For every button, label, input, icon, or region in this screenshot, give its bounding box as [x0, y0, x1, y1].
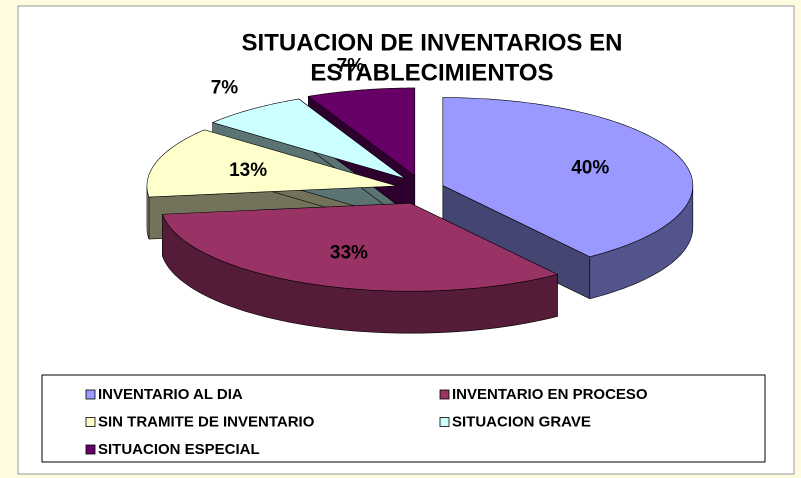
legend-swatch	[439, 417, 450, 427]
chart-title: ESTABLECIMIENTOS	[310, 59, 553, 86]
slice	[162, 202, 559, 292]
slice	[307, 87, 416, 177]
data-label: 40%	[571, 158, 609, 179]
legend-box	[41, 374, 766, 463]
slice	[146, 129, 398, 198]
legend-label: SITUACION ESPECIAL	[98, 441, 260, 458]
slice	[442, 97, 694, 258]
legend-label: SIN TRAMITE DE INVENTARIO	[98, 413, 315, 430]
data-label: 13%	[229, 160, 267, 181]
data-label: 33%	[330, 242, 368, 263]
legend-swatch	[439, 389, 450, 400]
legend-label: INVENTARIO AL DIA	[98, 386, 243, 403]
legend-swatch	[85, 389, 96, 400]
legend-label: SITUACION GRAVE	[452, 413, 591, 430]
data-label: 7%	[211, 78, 239, 99]
chart-title: SITUACION DE INVENTARIOS EN	[242, 29, 623, 56]
legend-swatch	[85, 444, 96, 455]
data-label: 7%	[337, 56, 365, 77]
legend-label: INVENTARIO EN PROCESO	[452, 386, 648, 403]
slice	[211, 98, 406, 179]
legend-swatch	[85, 417, 96, 427]
